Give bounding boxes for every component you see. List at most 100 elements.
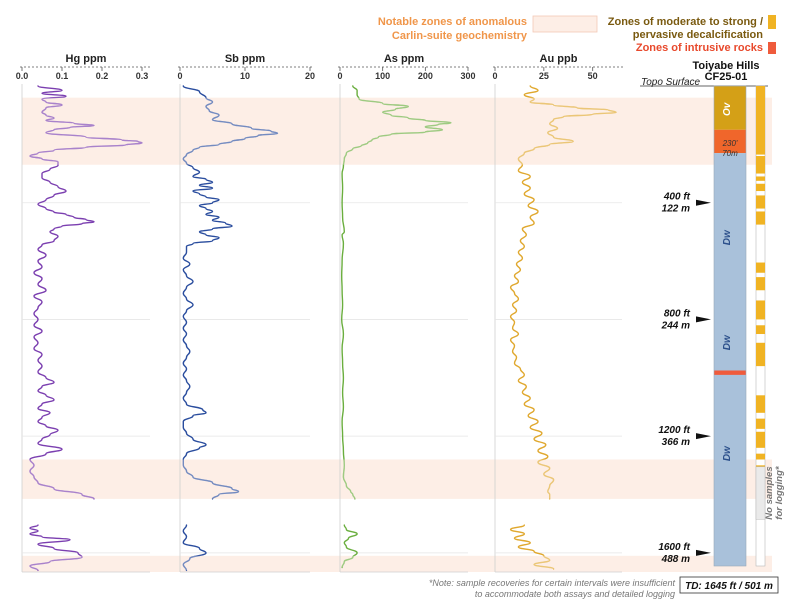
data-curve-1 [509, 524, 555, 570]
x-tick-label: 0 [337, 71, 342, 81]
depth-marker-m: 366 m [662, 437, 690, 448]
unit-label: Dw [722, 334, 733, 350]
anomaly-bands [22, 97, 772, 572]
anomaly-highlight [517, 97, 617, 165]
depth-marker-arrow [696, 549, 711, 556]
x-tick-label: 200 [418, 71, 433, 81]
legend-intrusive-swatch [768, 42, 776, 54]
decalc-zone-6 [756, 262, 765, 273]
decalc-zone-14 [756, 453, 765, 460]
hole-title-line-1: Toiyabe Hills [692, 60, 759, 72]
td-label: TD: 1645 ft / 501 m [685, 581, 773, 592]
data-curve-1 [341, 524, 358, 569]
no-samples-label-1: No samples [764, 466, 775, 519]
depth-marker-m: 122 m [662, 204, 690, 215]
decalc-zone-9 [756, 325, 765, 335]
legend-decalc-text-1: Zones of moderate to strong / [608, 16, 763, 28]
anomaly-band-0 [22, 97, 772, 165]
column-outline [713, 85, 747, 567]
decalc-zone-10 [756, 342, 765, 367]
panel-as: As ppm 0 100 200 300 [337, 53, 476, 573]
anomaly-band-2 [22, 555, 772, 572]
unit-block-0 [714, 86, 746, 130]
x-tick-label: 100 [375, 71, 390, 81]
decalc-zone-13 [756, 431, 765, 448]
decalc-zone-7 [756, 277, 765, 291]
depth-marker-m: 488 m [661, 554, 690, 565]
footnote-line-2: to accommodate both assays and detailed … [475, 589, 675, 599]
legend-anomalous-swatch [532, 15, 598, 33]
anomaly-highlight [341, 555, 356, 568]
decalc-zone-3 [756, 183, 765, 192]
x-tick-label: 0 [177, 71, 182, 81]
td-box [679, 576, 779, 594]
unit-block-1 [714, 129, 746, 154]
data-curve-0 [509, 85, 617, 500]
no-samples-label-2: for logging* [774, 465, 785, 520]
no-sample-zone [755, 466, 766, 520]
depth-marker-arrow [696, 316, 711, 323]
depth-marker-ft: 800 ft [664, 308, 691, 319]
footnote-line-1: *Note: sample recoveries for certain int… [429, 578, 676, 588]
panel-au: Au ppb 0 25 50 [492, 53, 624, 573]
data-curve-0 [341, 85, 452, 500]
anomaly-highlight [29, 555, 83, 571]
unit-label: Ov [722, 101, 733, 116]
x-tick-label: 20 [305, 71, 315, 81]
anomaly-highlight [182, 97, 279, 165]
x-tick-label: 0.2 [96, 71, 109, 81]
data-curve-0 [182, 85, 279, 500]
panel-title: As ppm [384, 53, 425, 65]
data-curve-1 [29, 524, 83, 572]
x-tick-label: 0 [492, 71, 497, 81]
decalc-zone-4 [756, 195, 765, 209]
legend-decalc-text-2: pervasive decalcification [633, 29, 764, 41]
x-tick-label: 0.0 [16, 71, 29, 81]
data-curve-1 [182, 524, 207, 572]
decalc-zone-5 [756, 211, 765, 225]
hole-title-line-2: CF25-01 [705, 71, 748, 83]
unit-block-2 [714, 153, 746, 566]
depth-marker-arrow [696, 199, 711, 206]
decalc-zone-8 [756, 300, 765, 320]
panel-hg: Hg ppm 0.0 0.1 0.2 0.3 [16, 53, 152, 573]
x-tick-label: 50 [588, 71, 598, 81]
depth-marker-ft: 1600 ft [658, 542, 690, 553]
decalc-zone-2 [756, 176, 765, 181]
anomaly-highlight [342, 97, 452, 165]
data-curve-0 [29, 85, 143, 500]
legend-anomalous-text-2: Carlin-suite geochemistry [392, 30, 528, 42]
legend: Notable zones of anomalous Carlin-suite g… [378, 15, 776, 54]
depth-marker-m: 244 m [661, 320, 690, 331]
x-tick-label: 300 [460, 71, 475, 81]
legend-intrusive-text: Zones of intrusive rocks [636, 42, 763, 54]
legend-decalc-swatch [768, 15, 776, 29]
x-tick-label: 25 [539, 71, 549, 81]
decalc-zone-12 [756, 418, 765, 429]
contact-label: 230' [722, 139, 738, 148]
panel-title: Hg ppm [66, 53, 107, 65]
unit-label: Dw [722, 229, 733, 245]
x-tick-label: 0.3 [136, 71, 149, 81]
intrusive-zone-0 [714, 370, 746, 375]
depth-marker-arrow [696, 433, 711, 440]
depth-marker-ft: 1200 ft [658, 425, 690, 436]
depth-marker-ft: 400 ft [663, 192, 691, 203]
anomaly-highlight [182, 555, 203, 571]
anomaly-highlight [29, 97, 143, 165]
panel-title: Au ppb [540, 53, 578, 65]
contact-label: 70m [722, 149, 738, 158]
panel-title: Sb ppm [225, 53, 266, 65]
topo-surface-label: Topo Surface [641, 77, 701, 88]
anomaly-band-1 [22, 459, 772, 499]
anomaly-highlight [533, 555, 555, 570]
decalc-zone-0 [756, 86, 765, 155]
legend-anomalous-text-1: Notable zones of anomalous [378, 16, 527, 28]
decalc-zone-11 [756, 395, 765, 413]
unit-label: Dw [722, 445, 733, 461]
x-tick-label: 0.1 [56, 71, 69, 81]
x-tick-label: 10 [240, 71, 250, 81]
decalc-zone-1 [756, 156, 765, 174]
